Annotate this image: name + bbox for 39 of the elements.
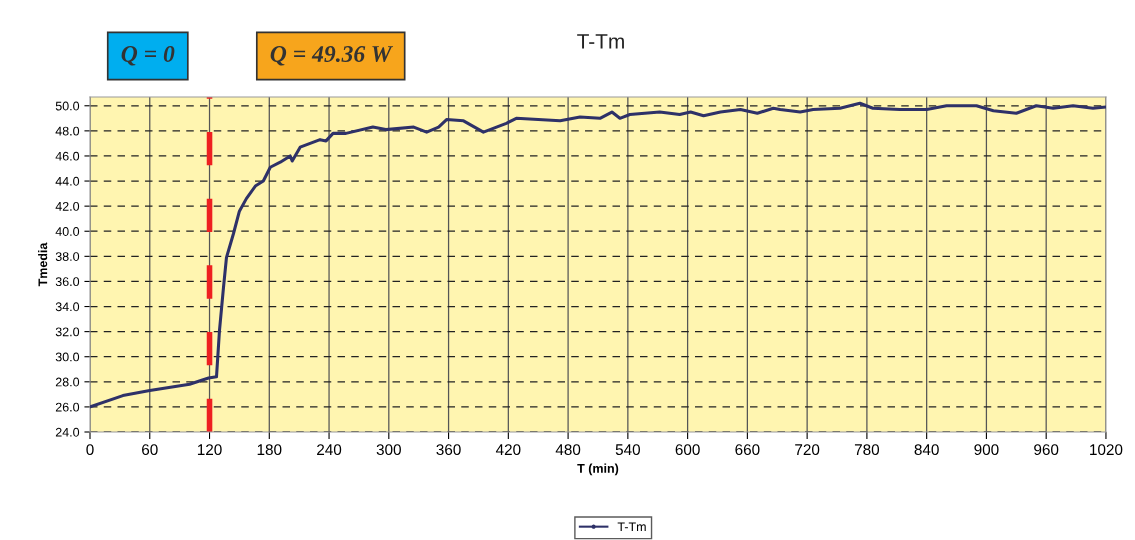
y-tick-label: 26.0	[55, 402, 80, 412]
x-tick-label: 240	[317, 444, 342, 456]
x-tick-label: 60	[142, 444, 158, 456]
y-tick-label: 48.0	[55, 126, 80, 136]
legend-label: T-Tm	[617, 522, 646, 532]
x-tick-label: 780	[854, 444, 880, 456]
x-tick-label: 180	[257, 444, 282, 456]
x-tick-label: 840	[914, 444, 939, 456]
y-tick-label: 24.0	[55, 427, 80, 437]
text: Q = 0	[121, 45, 175, 66]
y-tick-label: 46.0	[55, 151, 80, 161]
y-tick-label: 44.0	[55, 176, 80, 186]
x-tick-label: 480	[555, 444, 581, 456]
y-tick-label: 38.0	[55, 252, 80, 261]
x-tick-label: 540	[615, 444, 640, 456]
y-tick-label: 50.0	[55, 101, 80, 111]
text: Q = 49.36 W	[270, 46, 394, 66]
x-tick-label: 720	[795, 444, 820, 456]
x-tick-label: 600	[675, 444, 700, 456]
y-axis-title: Tmedia	[38, 242, 48, 287]
chart-title: T-Tm	[577, 34, 624, 49]
x-tick-label: 960	[1034, 444, 1059, 456]
x-tick-label: 420	[495, 444, 521, 456]
x-axis-title: T (min)	[577, 463, 619, 476]
x-tick-label: 1020	[1090, 444, 1123, 456]
x-tick-label: 120	[197, 444, 222, 456]
y-tick-label: 32.0	[55, 327, 80, 337]
y-tick-label: 42.0	[55, 201, 80, 211]
x-tick-label: 360	[436, 444, 461, 456]
y-tick-label: 34.0	[55, 302, 80, 312]
y-tick-label: 30.0	[55, 352, 80, 362]
y-tick-label: 40.0	[55, 227, 80, 236]
x-tick-label: 660	[735, 444, 760, 456]
x-tick-label: 0	[86, 444, 94, 456]
x-tick-label: 300	[376, 444, 401, 456]
y-tick-label: 36.0	[55, 277, 80, 287]
y-tick-label: 28.0	[55, 377, 80, 387]
x-tick-label: 900	[974, 444, 999, 456]
line-series	[90, 101, 1106, 409]
